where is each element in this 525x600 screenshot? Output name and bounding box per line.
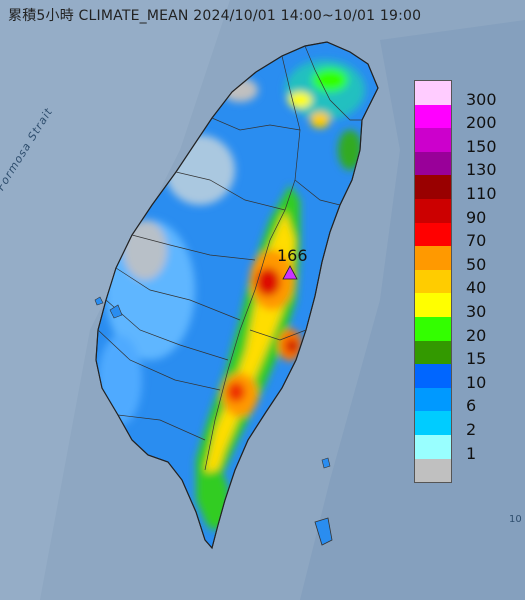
- legend-swatch: [415, 222, 451, 247]
- legend-swatch: [415, 340, 451, 365]
- legend-swatch: [415, 364, 451, 388]
- max-value-label: 166: [277, 246, 308, 265]
- legend-tick-label: 50: [466, 254, 487, 274]
- legend-swatch: [415, 316, 451, 341]
- legend-tick-label: 15: [466, 349, 487, 369]
- legend-tick-label: 110: [466, 184, 497, 203]
- rainfall-legend: [414, 80, 452, 484]
- legend-tick-label: 40: [466, 278, 487, 298]
- legend-swatch: [415, 175, 451, 199]
- legend-swatch: [415, 411, 451, 435]
- legend-swatch: [415, 458, 451, 483]
- legend-tick-label: 70: [466, 231, 487, 251]
- legend-swatch: [415, 434, 451, 459]
- legend-tick-label: 10: [466, 372, 487, 392]
- legend-swatch: [415, 81, 451, 105]
- legend-swatch: [415, 246, 451, 270]
- map-title: 累積5小時 CLIMATE_MEAN 2024/10/01 14:00~10/0…: [8, 8, 422, 24]
- legend-tick-label: 30: [466, 302, 487, 321]
- legend-tick-label: 1: [466, 443, 477, 463]
- legend-swatch: [415, 387, 451, 412]
- legend-tick-label: 90: [466, 207, 487, 227]
- legend-swatch: [415, 151, 451, 176]
- legend-tick-label: 20: [466, 325, 487, 345]
- legend-tick-label: 2: [466, 420, 477, 439]
- max-station-marker: [282, 265, 298, 280]
- legend-tick-label: 300: [466, 89, 497, 109]
- legend-swatch: [415, 269, 451, 294]
- legend-swatch: [415, 293, 451, 317]
- legend-swatch: [415, 128, 451, 152]
- legend-tick-label: 6: [466, 396, 477, 416]
- legend-tick-label: 150: [466, 136, 497, 156]
- legend-swatch: [415, 104, 451, 129]
- legend-tick-label: 130: [466, 160, 497, 180]
- legend-swatch: [415, 198, 451, 223]
- corner-label: 10: [509, 514, 522, 525]
- legend-tick-label: 200: [466, 113, 497, 133]
